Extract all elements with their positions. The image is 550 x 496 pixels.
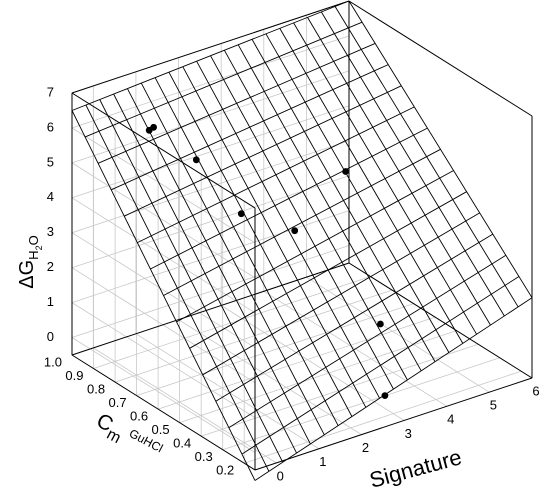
- grid-line: [71, 302, 256, 418]
- mesh-line: [150, 127, 428, 270]
- z-tick-label: 4: [47, 189, 54, 204]
- mesh-line: [254, 297, 533, 481]
- y-tick-label: 0.7: [109, 395, 127, 410]
- z-tick-label: 1: [47, 294, 54, 309]
- grid-line: [71, 70, 350, 164]
- grid-line: [71, 35, 350, 129]
- mesh-line: [202, 212, 480, 376]
- data-points: [145, 123, 389, 399]
- axes-box: [71, 0, 533, 471]
- data-point: [342, 168, 349, 175]
- data-point: [145, 126, 153, 134]
- grid-line: [178, 319, 362, 435]
- y-axis-ticks: 0.20.3 0.40.5 0.60.7 0.8 0.91.0: [44, 354, 234, 477]
- data-point: [291, 227, 299, 235]
- x-tick-label: 5: [490, 398, 497, 413]
- grid-line: [71, 162, 256, 279]
- grid-line: [306, 276, 490, 393]
- y-tick-label: 0.2: [216, 463, 234, 478]
- y-axis-label: Cm GuHCl: [90, 409, 165, 467]
- mesh-line: [215, 233, 494, 402]
- grid-line: [71, 267, 256, 384]
- back-walls-grid: [71, 0, 533, 464]
- x-axis-label: Signature: [367, 444, 464, 493]
- y-tick-label: 0.4: [173, 436, 191, 451]
- z-tick-label: 3: [47, 224, 54, 239]
- x-tick-label: 0: [277, 468, 284, 483]
- x-tick-label: 6: [532, 383, 539, 398]
- mesh-line: [241, 276, 520, 455]
- mesh-line: [111, 64, 389, 191]
- mesh-line: [163, 148, 441, 296]
- data-point: [237, 210, 245, 218]
- grid-line: [71, 210, 350, 303]
- mesh-line: [176, 170, 454, 323]
- y-tick-label: 0.5: [152, 422, 170, 437]
- grid-line: [71, 232, 256, 349]
- box-edge: [71, 354, 256, 471]
- mesh-line: [84, 21, 363, 138]
- grid-line: [136, 303, 414, 396]
- y-tick-label: 0.9: [65, 368, 83, 383]
- grid-line: [71, 140, 350, 234]
- grid-line: [71, 337, 256, 453]
- z-tick-label: 6: [47, 119, 54, 134]
- data-point: [377, 320, 384, 328]
- box-edge: [348, 262, 533, 379]
- z-tick-label: 2: [47, 259, 54, 274]
- box-edge: [71, 0, 350, 94]
- x-axis-ticks: 0 1 2 3 4 5 6: [277, 383, 540, 483]
- grid-line: [114, 289, 393, 383]
- grid-line: [157, 316, 436, 410]
- y-tick-label: 0.8: [87, 382, 105, 397]
- mesh-line: [189, 191, 467, 349]
- z-tick-label: 5: [47, 154, 54, 169]
- grid-line: [71, 245, 350, 338]
- box-edge: [71, 262, 350, 356]
- data-point: [381, 392, 389, 399]
- regression-surface: [71, 0, 533, 481]
- box-edge: [254, 377, 533, 471]
- grid-line: [244, 370, 522, 464]
- z-axis-ticks: 0 1 2 3 4 5 6 7: [47, 84, 54, 344]
- box-edge: [71, 92, 256, 209]
- z-tick-label: 7: [47, 84, 54, 99]
- grid-line: [135, 333, 320, 450]
- z-tick-label: 0: [47, 329, 54, 344]
- grid-line: [201, 343, 479, 437]
- x-tick-label: 4: [447, 412, 454, 427]
- grid-line: [71, 105, 350, 199]
- grid-line: [71, 197, 256, 314]
- data-point: [192, 156, 200, 164]
- y-tick-label: 0.3: [195, 449, 213, 464]
- z-axis-label: ΔGH2O: [16, 235, 44, 288]
- grid-line: [71, 127, 256, 244]
- grid-line: [220, 305, 405, 421]
- mesh-line: [228, 254, 507, 428]
- mesh-line: [71, 0, 350, 111]
- mesh-line: [137, 106, 415, 244]
- mesh-line: [97, 42, 376, 164]
- x-tick-label: 1: [319, 454, 326, 469]
- y-tick-label: 0.6: [130, 409, 148, 424]
- x-tick-label: 3: [405, 426, 412, 441]
- y-tick-label: 1.0: [44, 354, 62, 369]
- box-edge: [348, 0, 533, 117]
- grid-line: [93, 276, 371, 369]
- grid-line: [93, 347, 277, 464]
- mesh-line: [124, 85, 402, 217]
- x-tick-label: 2: [362, 440, 369, 455]
